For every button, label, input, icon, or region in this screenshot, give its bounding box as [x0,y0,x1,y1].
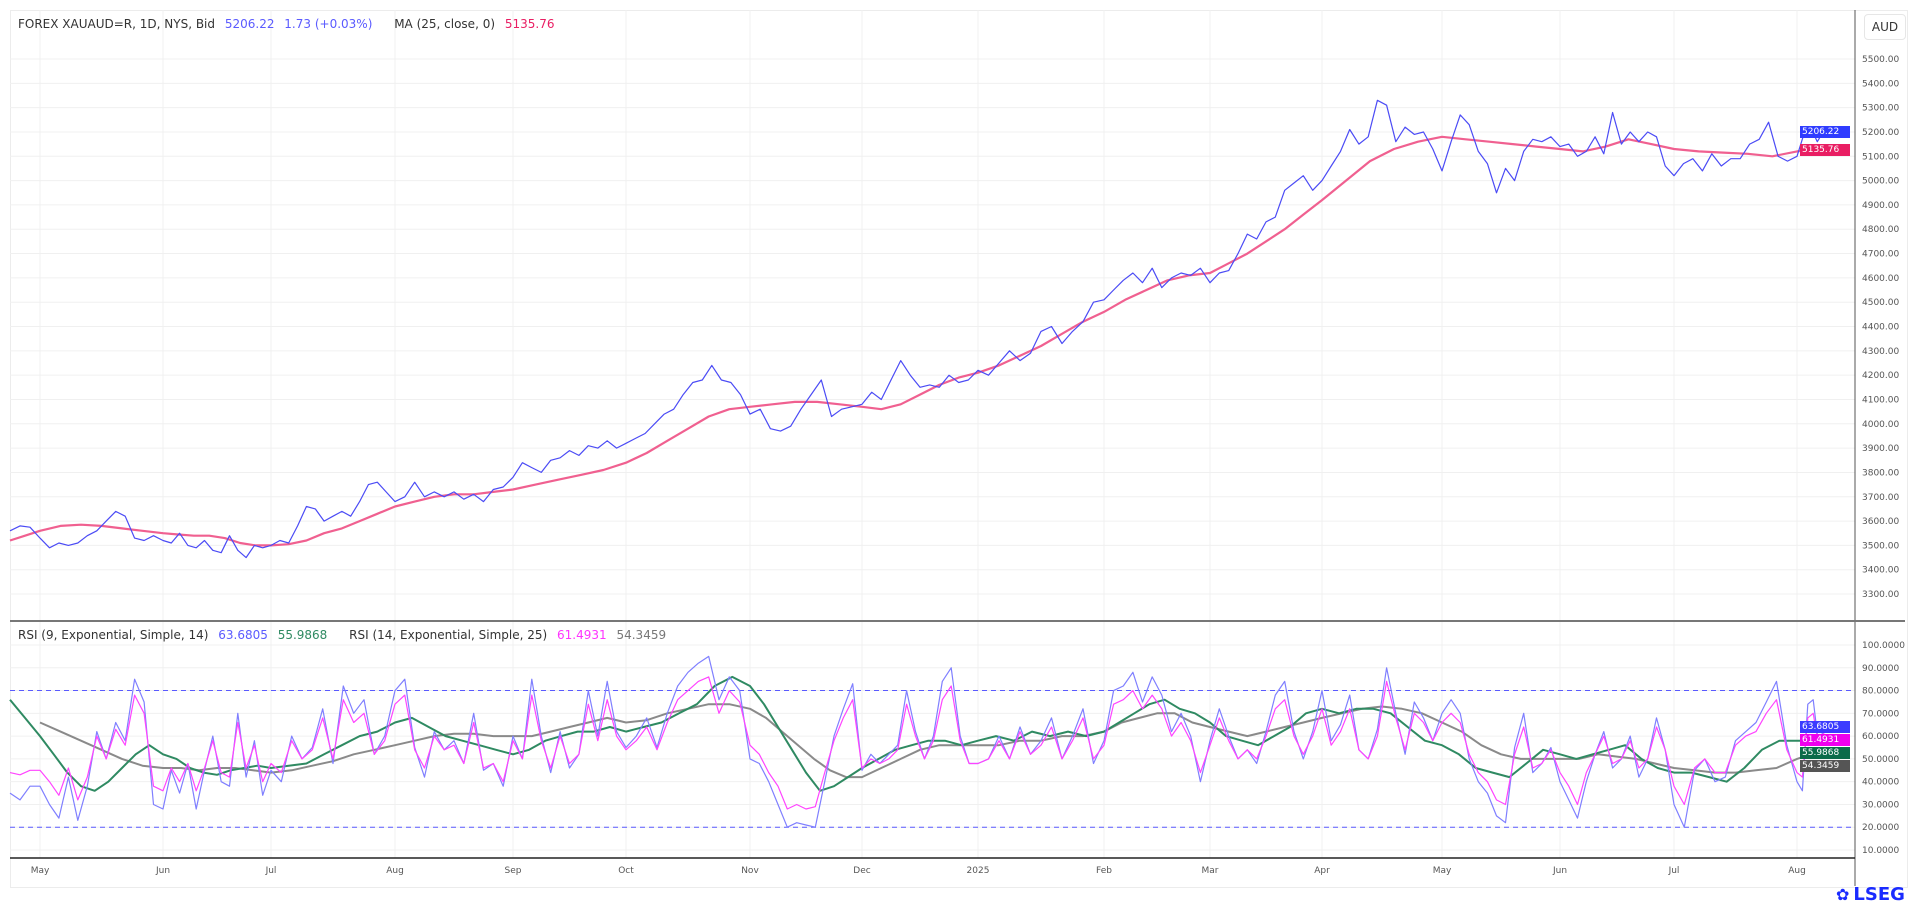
rsi2-signal-value: 54.3459 [616,628,667,642]
price-line [9,99,1825,559]
time-axis-label: Jun [1552,866,1567,876]
chart-frame [10,10,1908,888]
price-axis-label: 3400.00 [1862,566,1899,576]
rsi2-signal-badge: 54.3459 [1800,760,1850,772]
time-axis-label: Sep [505,866,522,876]
price-axis-label: 4900.00 [1862,201,1899,211]
time-axis-label: Oct [618,866,634,876]
price-axis-label: 4700.00 [1862,250,1899,260]
time-axis-label: Jun [155,866,170,876]
price-axis-label: 4800.00 [1862,225,1899,235]
price-legend: FOREX XAUAUD=R, 1D, NYS, Bid 5206.22 1.7… [18,17,560,31]
time-axis-label: Aug [1788,866,1806,876]
rsi-legend: RSI (9, Exponential, Simple, 14) 63.6805… [18,628,672,642]
time-axis-label: Jul [265,866,277,876]
rsi-axis-label: 70.0000 [1862,709,1899,719]
last-price-badge: 5206.22 [1800,126,1850,138]
rsi1-signal-line [9,675,1825,792]
time-axis-label: Apr [1314,866,1330,876]
time-axis-label: May [1433,866,1452,876]
rsi1-label: RSI (9, Exponential, Simple, 14) [18,628,209,642]
time-axis-label: Nov [741,866,759,876]
currency-button[interactable]: AUD [1864,14,1906,40]
price-axis-label: 5100.00 [1862,152,1899,162]
rsi1-line [9,655,1825,828]
price-axis-label: 4500.00 [1862,298,1899,308]
price-axis-label: 5000.00 [1862,177,1899,187]
price-axis-label: 4300.00 [1862,347,1899,357]
lseg-logo: ✿ LSEG [1836,884,1905,905]
ma-line [9,135,1825,547]
rsi2-value: 61.4931 [557,628,607,642]
time-axis-label: Jul [1668,866,1680,876]
lion-emblem-icon: ✿ [1836,885,1850,904]
time-axis-label: Dec [853,866,870,876]
rsi-axis-label: 30.0000 [1862,800,1899,810]
rsi1-badge: 63.6805 [1800,721,1850,733]
price-axis-label: 3600.00 [1862,517,1899,527]
rsi-axis-label: 10.0000 [1862,846,1899,856]
rsi-axis-label: 20.0000 [1862,823,1899,833]
rsi-axis-label: 60.0000 [1862,732,1899,742]
rsi1-value: 63.6805 [218,628,268,642]
price-axis-label: 3500.00 [1862,541,1899,551]
price-change: 1.73 (+0.03%) [284,17,373,31]
price-axis-label: 4100.00 [1862,395,1899,405]
price-axis-label: 4400.00 [1862,323,1899,333]
price-axis-label: 3900.00 [1862,444,1899,454]
time-axis-label: Aug [386,866,404,876]
rsi2-line [9,676,1825,810]
rsi-axis-label: 50.0000 [1862,755,1899,765]
price-axis-label: 5400.00 [1862,79,1899,89]
price-axis-label: 3800.00 [1862,468,1899,478]
price-axis-label: 5200.00 [1862,128,1899,138]
price-axis-label: 4600.00 [1862,274,1899,284]
price-axis-label: 4000.00 [1862,420,1899,430]
time-axis-label: 2025 [967,866,990,876]
ma-value: 5135.76 [504,17,555,31]
price-axis-label: 3300.00 [1862,590,1899,600]
rsi-axis-label: 40.0000 [1862,778,1899,788]
price-axis-label: 5500.00 [1862,55,1899,65]
last-price: 5206.22 [224,17,275,31]
rsi1-signal-badge: 55.9868 [1800,747,1850,759]
rsi2-badge: 61.4931 [1800,734,1850,746]
time-axis-label: May [31,866,50,876]
symbol-label: FOREX XAUAUD=R, 1D, NYS, Bid [18,17,216,31]
price-axis-label: 3700.00 [1862,493,1899,503]
rsi-axis-label: 90.0000 [1862,664,1899,674]
rsi-axis-label: 80.0000 [1862,687,1899,697]
ma-value-badge: 5135.76 [1800,144,1850,156]
time-axis-label: Feb [1096,866,1112,876]
rsi1-signal-value: 55.9868 [277,628,328,642]
logo-text: LSEG [1853,884,1905,905]
rsi-axis-label: 100.0000 [1862,641,1905,651]
price-axis-label: 5300.00 [1862,104,1899,114]
ma-label: MA (25, close, 0) [394,17,496,31]
price-axis-label: 4200.00 [1862,371,1899,381]
rsi2-label: RSI (14, Exponential, Simple, 25) [349,628,548,642]
time-axis-label: Mar [1202,866,1219,876]
